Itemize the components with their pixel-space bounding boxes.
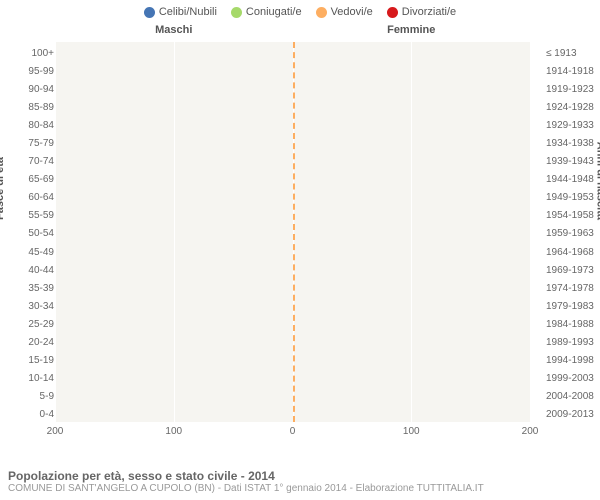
birth-year-label: 1954-1958	[546, 210, 598, 221]
birth-year-label: 2004-2008	[546, 391, 598, 402]
birth-year-label: 1949-1953	[546, 192, 598, 203]
legend: Celibi/Nubili Coniugati/e Vedovi/e Divorzia…	[0, 0, 600, 20]
birth-year-label: 1989-1993	[546, 337, 598, 348]
age-label: 20-24	[2, 337, 54, 348]
legend-swatch	[316, 7, 327, 18]
legend-swatch	[231, 7, 242, 18]
center-line	[293, 42, 295, 422]
footer: Popolazione per età, sesso e stato civil…	[8, 469, 484, 494]
age-label: 10-14	[2, 373, 54, 384]
birth-year-label: 1974-1978	[546, 283, 598, 294]
age-label: 0-4	[2, 409, 54, 420]
x-tick: 100	[165, 426, 182, 437]
age-label: 15-19	[2, 355, 54, 366]
chart-subtitle: COMUNE DI SANT'ANGELO A CUPOLO (BN) - Da…	[8, 483, 484, 494]
gridline	[174, 42, 175, 422]
column-headers: Maschi Femmine	[0, 24, 600, 36]
gridline	[55, 42, 56, 422]
age-label: 75-79	[2, 138, 54, 149]
age-label: 100+	[2, 48, 54, 59]
age-label: 45-49	[2, 247, 54, 258]
birth-year-label: 1979-1983	[546, 301, 598, 312]
birth-year-label: 1964-1968	[546, 247, 598, 258]
legend-label: Divorziati/e	[402, 6, 456, 18]
legend-swatch	[387, 7, 398, 18]
age-label: 60-64	[2, 192, 54, 203]
x-axis: 2001000100200	[55, 424, 530, 442]
legend-item: Vedovi/e	[316, 6, 373, 18]
birth-year-label: 1939-1943	[546, 156, 598, 167]
age-label: 55-59	[2, 210, 54, 221]
age-labels: 100+ 95-99 90-94 85-89 80-84 75-79 70-74 65-69 6…	[2, 44, 54, 424]
gridline	[530, 42, 531, 422]
gridline	[411, 42, 412, 422]
birth-year-label: 1944-1948	[546, 174, 598, 185]
y-axis-title-right: Anni di nascita	[594, 142, 600, 220]
legend-swatch	[144, 7, 155, 18]
age-label: 50-54	[2, 228, 54, 239]
plot-area	[55, 42, 530, 422]
birth-year-label: 1994-1998	[546, 355, 598, 366]
y-axis-title-left: Fasce di età	[0, 157, 6, 220]
age-label: 40-44	[2, 265, 54, 276]
birth-year-label: 2009-2013	[546, 409, 598, 420]
legend-item: Coniugati/e	[231, 6, 302, 18]
birth-year-labels: ≤ 1913 1914-1918 1919-1923 1924-1928 1929-19…	[546, 44, 598, 424]
age-label: 30-34	[2, 301, 54, 312]
birth-year-label: 1929-1933	[546, 120, 598, 131]
legend-label: Vedovi/e	[331, 6, 373, 18]
legend-label: Coniugati/e	[246, 6, 302, 18]
age-label: 85-89	[2, 102, 54, 113]
birth-year-label: 1969-1973	[546, 265, 598, 276]
chart-title: Popolazione per età, sesso e stato civil…	[8, 469, 484, 483]
age-label: 35-39	[2, 283, 54, 294]
legend-label: Celibi/Nubili	[159, 6, 217, 18]
pyramid-chart: 2001000100200	[55, 42, 530, 442]
header-males: Maschi	[55, 24, 293, 36]
age-label: 65-69	[2, 174, 54, 185]
age-label: 90-94	[2, 84, 54, 95]
birth-year-label: 1919-1923	[546, 84, 598, 95]
legend-item: Divorziati/e	[387, 6, 456, 18]
age-label: 25-29	[2, 319, 54, 330]
age-label: 70-74	[2, 156, 54, 167]
birth-year-label: 1924-1928	[546, 102, 598, 113]
birth-year-label: 1914-1918	[546, 66, 598, 77]
birth-year-label: ≤ 1913	[546, 48, 598, 59]
birth-year-label: 1984-1988	[546, 319, 598, 330]
legend-item: Celibi/Nubili	[144, 6, 217, 18]
x-tick: 100	[403, 426, 420, 437]
x-tick: 0	[290, 426, 296, 437]
header-females: Femmine	[293, 24, 531, 36]
age-label: 95-99	[2, 66, 54, 77]
birth-year-label: 1999-2003	[546, 373, 598, 384]
age-label: 80-84	[2, 120, 54, 131]
x-tick: 200	[522, 426, 539, 437]
age-label: 5-9	[2, 391, 54, 402]
birth-year-label: 1959-1963	[546, 228, 598, 239]
x-tick: 200	[47, 426, 64, 437]
birth-year-label: 1934-1938	[546, 138, 598, 149]
